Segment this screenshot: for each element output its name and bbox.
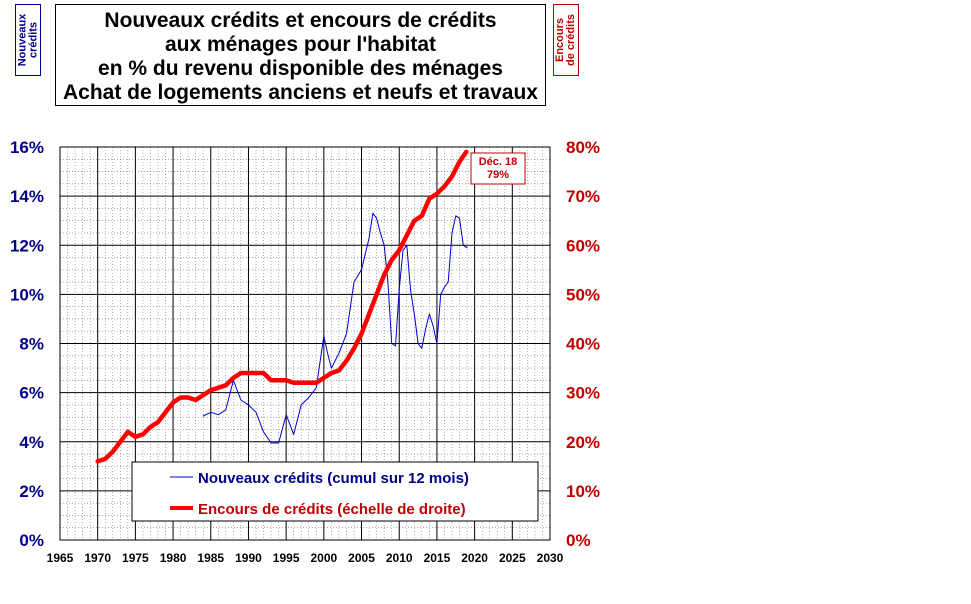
series-line-new-credit: [202, 212, 468, 444]
right-tick-label: 20%: [566, 433, 600, 452]
right-axis-label-box: Encours de crédits: [553, 4, 579, 76]
legend: Nouveaux crédits (cumul sur 12 mois) Enc…: [131, 461, 539, 522]
annotation-box: [470, 152, 526, 185]
x-tick-label: 1995: [273, 551, 300, 565]
left-tick-label: 10%: [10, 285, 44, 304]
right-tick-label: 60%: [566, 236, 600, 255]
x-tick-label: 2030: [537, 551, 564, 565]
x-tick-label: 2025: [499, 551, 526, 565]
chart-title-line-2: aux ménages pour l'habitat: [164, 33, 437, 56]
right-tick-label: 70%: [566, 187, 600, 206]
series-line-outstanding: [95, 149, 469, 464]
x-tick-label: 2000: [310, 551, 337, 565]
plot-frame: [59, 146, 551, 541]
x-tick-label: 2015: [424, 551, 451, 565]
left-tick-label: 8%: [19, 335, 44, 354]
x-tick-label: 2005: [348, 551, 375, 565]
left-axis-label-box: Nouveaux crédits: [15, 4, 41, 76]
right-tick-label: 80%: [566, 138, 600, 157]
left-tick-label: 0%: [19, 531, 44, 550]
right-tick-label: 50%: [566, 285, 600, 304]
left-tick-label: 6%: [19, 384, 44, 403]
left-tick-label: 2%: [19, 482, 44, 501]
right-tick-label: 30%: [566, 384, 600, 403]
left-tick-label: 16%: [10, 138, 44, 157]
left-tick-label: 14%: [10, 187, 44, 206]
annotation-line-2: 79%: [487, 169, 509, 181]
chart-title-line-1: Nouveaux crédits et encours de crédits: [104, 9, 497, 32]
left-tick-label: 12%: [10, 236, 44, 255]
x-tick-label: 1985: [197, 551, 224, 565]
series-layer: [95, 149, 469, 464]
x-tick-label: 1975: [122, 551, 149, 565]
left-axis-ticks: 0% 2% 4% 6% 8% 10% 12% 14% 16%: [10, 138, 44, 550]
right-axis-ticks: 0% 10% 20% 30% 40% 50% 60% 70% 80%: [566, 138, 600, 550]
chart-title: Nouveaux crédits et encours de crédits a…: [55, 4, 546, 106]
right-tick-label: 40%: [566, 335, 600, 354]
right-tick-label: 10%: [566, 482, 600, 501]
chart-title-line-4: Achat de logements anciens et neufs et t…: [63, 81, 538, 104]
annotation-callout: Déc. 18 79%: [470, 152, 526, 185]
x-tick-label: 1970: [84, 551, 111, 565]
legend-box: [131, 461, 539, 522]
left-tick-label: 4%: [19, 433, 44, 452]
x-tick-label: 2020: [461, 551, 488, 565]
x-tick-label: 2010: [386, 551, 413, 565]
annotation-line-1: Déc. 18: [479, 156, 518, 168]
x-tick-label: 1980: [160, 551, 187, 565]
chart-title-line-3: en % du revenu disponible des ménages: [98, 57, 503, 80]
legend-label-new-credit: Nouveaux crédits (cumul sur 12 mois): [198, 470, 469, 487]
x-tick-label: 1965: [47, 551, 74, 565]
x-tick-label: 1990: [235, 551, 262, 565]
right-tick-label: 0%: [566, 531, 591, 550]
legend-label-outstanding: Encours de crédits (échelle de droite): [198, 501, 466, 518]
x-axis-ticks: 1965 1970 1975 1980 1985 1990 1995 2000 2005 2010…: [47, 551, 564, 565]
